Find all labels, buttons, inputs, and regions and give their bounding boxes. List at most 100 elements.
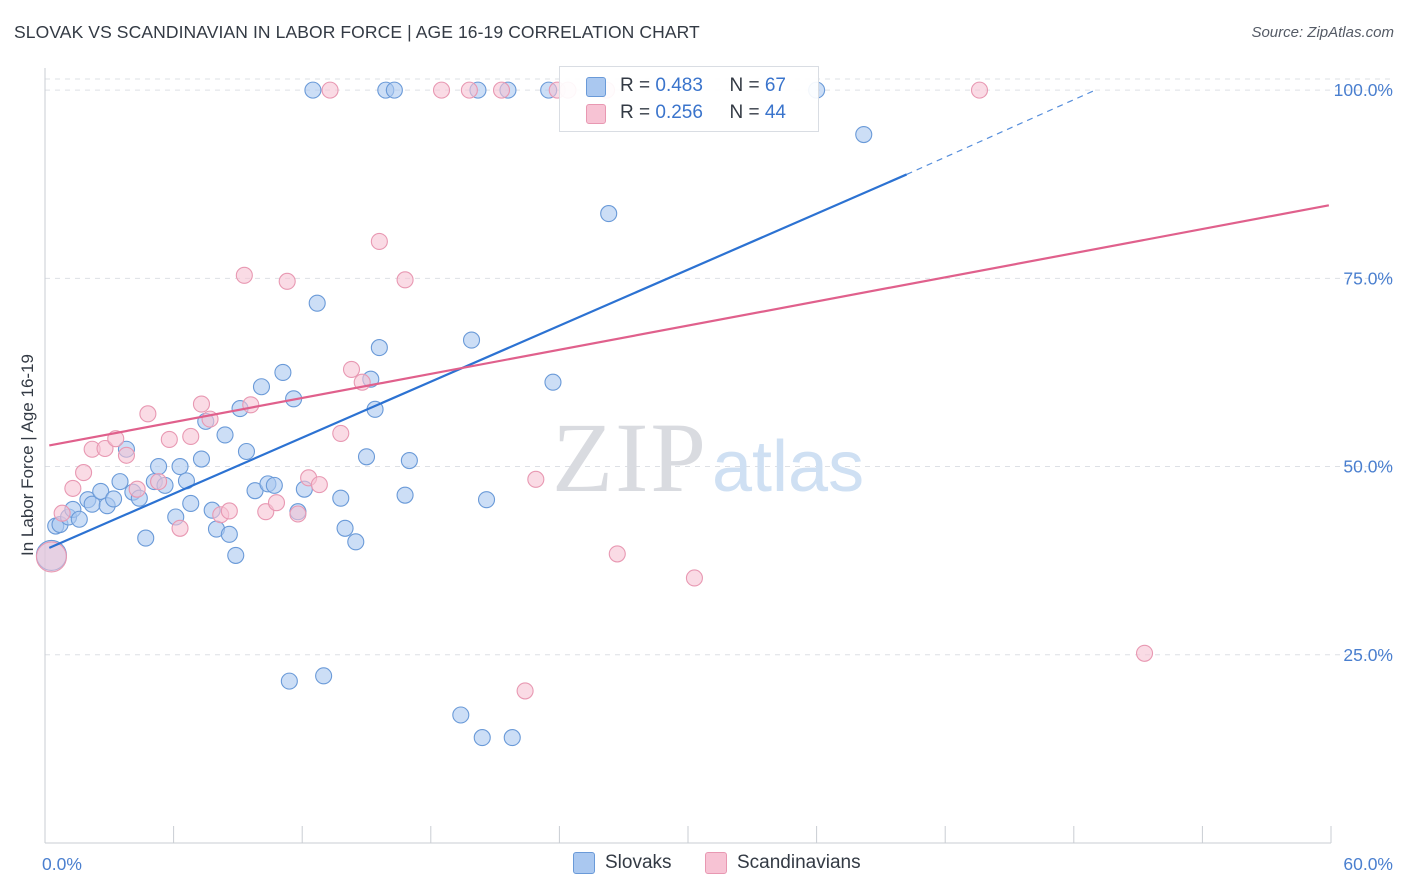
data-point: [252, 378, 271, 396]
data-point: [70, 510, 88, 528]
data-point: [237, 442, 256, 461]
data-point: [370, 232, 388, 250]
data-point: [315, 667, 333, 685]
series-scandinavians: [35, 81, 1154, 700]
data-point: [289, 505, 307, 523]
legend-swatch-slovaks: [586, 77, 606, 97]
data-point: [347, 533, 365, 551]
data-points: [35, 81, 1154, 747]
data-point: [462, 331, 481, 349]
data-point: [477, 491, 496, 509]
data-point: [342, 360, 361, 378]
data-point: [1135, 644, 1154, 662]
data-point: [235, 266, 253, 284]
data-point: [96, 439, 114, 458]
data-point: [357, 448, 376, 466]
data-point: [220, 502, 238, 520]
data-point: [192, 450, 211, 468]
trend-line-slovaks: [48, 173, 908, 549]
data-point: [400, 451, 418, 470]
bottom-legend-swatch-slovaks: [573, 852, 595, 874]
legend-r-label: R =: [620, 75, 656, 96]
data-point: [452, 706, 470, 724]
data-point: [544, 373, 562, 391]
x-tick-label: 0.0%: [42, 854, 82, 874]
data-point: [503, 729, 521, 747]
data-point: [160, 430, 178, 449]
legend-swatch-scandinavians: [586, 104, 606, 124]
trend-line-scandinavians: [49, 204, 1330, 447]
bottom-legend-label: Slovaks: [605, 852, 672, 873]
y-tick-label: 100.0%: [1334, 80, 1393, 100]
trend-line-slovaks-extension: [906, 89, 1096, 175]
data-point: [332, 424, 350, 442]
data-point: [117, 446, 135, 464]
data-point: [855, 125, 873, 144]
legend-r-value: 0.256: [655, 102, 703, 123]
series-slovaks: [35, 81, 873, 747]
data-point: [139, 405, 157, 423]
data-point: [492, 81, 511, 99]
data-point: [332, 489, 350, 507]
data-point: [137, 529, 155, 547]
data-point: [128, 480, 146, 498]
data-point: [473, 729, 491, 747]
data-point: [685, 569, 703, 587]
legend-r-label: R =: [620, 102, 656, 123]
x-tick-label: 60.0%: [1343, 854, 1393, 874]
bottom-legend-label: Scandinavians: [737, 852, 861, 873]
data-point: [385, 81, 403, 99]
data-point: [111, 473, 129, 491]
data-point: [274, 363, 292, 381]
data-point: [321, 81, 339, 99]
data-point: [171, 458, 189, 476]
data-point: [150, 458, 168, 476]
axes: [44, 68, 1332, 844]
data-point: [64, 479, 82, 497]
legend-n-value: 67: [764, 75, 786, 96]
tick-labels: 25.0% 50.0% 75.0% 100.0% 0.0% 60.0% In Labor F…: [18, 80, 1393, 874]
data-point: [92, 482, 110, 500]
gridlines: [45, 78, 1393, 656]
data-point: [396, 486, 414, 504]
data-point: [75, 464, 93, 482]
y-axis-label: In Labor Force | Age 16-19: [18, 354, 37, 556]
bottom-legend-swatch-scandinavians: [705, 852, 727, 874]
data-point: [304, 81, 322, 99]
bottom-legend: Slovaks Scandinavians: [0, 850, 1406, 878]
legend: R = 0.483 N = 67 R = 0.256 N = 44: [559, 66, 819, 132]
chart-source: Source: ZipAtlas.com: [1251, 24, 1394, 41]
trend-lines: [48, 89, 1330, 549]
data-point: [970, 81, 989, 99]
data-point: [182, 427, 200, 445]
data-point: [608, 545, 626, 563]
data-point: [432, 81, 451, 99]
data-point: [516, 682, 534, 700]
chart-title: SLOVAK VS SCANDINAVIAN IN LABOR FORCE | …: [14, 22, 700, 42]
data-point: [171, 519, 189, 537]
data-point: [265, 476, 283, 494]
data-point: [310, 476, 328, 494]
data-point: [267, 494, 286, 512]
data-point: [278, 272, 296, 290]
data-point: [527, 470, 545, 488]
data-point: [227, 546, 245, 564]
y-tick-label: 25.0%: [1343, 645, 1393, 665]
data-point: [220, 525, 238, 543]
data-point: [53, 504, 71, 522]
legend-n-label: N =: [729, 75, 765, 96]
data-point: [370, 339, 388, 357]
legend-r-value: 0.483: [655, 75, 703, 96]
data-point: [396, 271, 414, 289]
data-point: [105, 490, 123, 508]
y-tick-label: 50.0%: [1343, 457, 1393, 477]
y-tick-label: 75.0%: [1343, 268, 1393, 288]
data-point: [35, 541, 67, 573]
data-point: [336, 519, 354, 537]
data-point: [600, 205, 618, 223]
legend-n-value: 44: [764, 102, 786, 123]
data-point: [216, 426, 234, 444]
data-point: [182, 494, 200, 512]
data-point: [280, 672, 298, 690]
